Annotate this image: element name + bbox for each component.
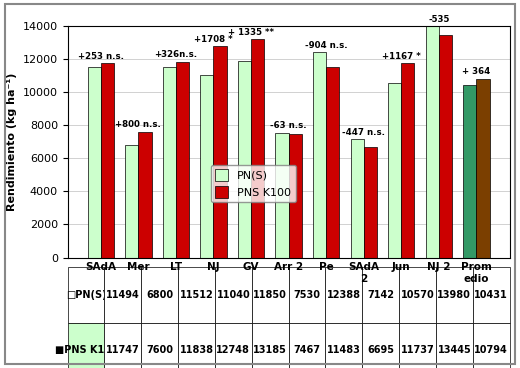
Text: + 1335 **: + 1335 ** bbox=[228, 28, 274, 37]
Bar bbox=[238, 61, 251, 258]
Text: -535: -535 bbox=[428, 15, 449, 24]
Bar bbox=[439, 35, 452, 258]
Text: +1708 *: +1708 * bbox=[194, 35, 233, 44]
Bar bbox=[476, 79, 489, 258]
Bar bbox=[138, 132, 151, 258]
Y-axis label: Rendimiento (kg ha⁻¹): Rendimiento (kg ha⁻¹) bbox=[7, 72, 17, 211]
Bar bbox=[276, 133, 289, 258]
Bar bbox=[88, 67, 101, 258]
Bar bbox=[214, 46, 227, 258]
Text: -447 n.s.: -447 n.s. bbox=[342, 128, 385, 137]
Bar bbox=[200, 75, 214, 258]
Bar bbox=[289, 134, 302, 258]
Text: -63 n.s.: -63 n.s. bbox=[270, 121, 307, 130]
Text: +800 n.s.: +800 n.s. bbox=[115, 120, 161, 129]
Bar bbox=[388, 82, 401, 258]
Bar bbox=[426, 26, 439, 258]
Bar bbox=[251, 39, 264, 258]
Text: -904 n.s.: -904 n.s. bbox=[305, 41, 347, 50]
Bar bbox=[463, 85, 476, 258]
Text: +1167 *: +1167 * bbox=[382, 52, 421, 61]
Bar bbox=[350, 139, 363, 258]
Text: +326n.s.: +326n.s. bbox=[154, 50, 198, 59]
Bar bbox=[401, 63, 414, 258]
Bar bbox=[176, 61, 189, 258]
Bar bbox=[101, 63, 114, 258]
Bar bbox=[163, 67, 176, 258]
Bar bbox=[363, 147, 377, 258]
Text: + 364: + 364 bbox=[462, 67, 490, 77]
Bar bbox=[326, 67, 339, 258]
Bar bbox=[125, 145, 138, 258]
Bar bbox=[313, 53, 326, 258]
Legend: PN(S), PNS K100: PN(S), PNS K100 bbox=[211, 165, 296, 202]
Text: +253 n.s.: +253 n.s. bbox=[78, 52, 124, 61]
